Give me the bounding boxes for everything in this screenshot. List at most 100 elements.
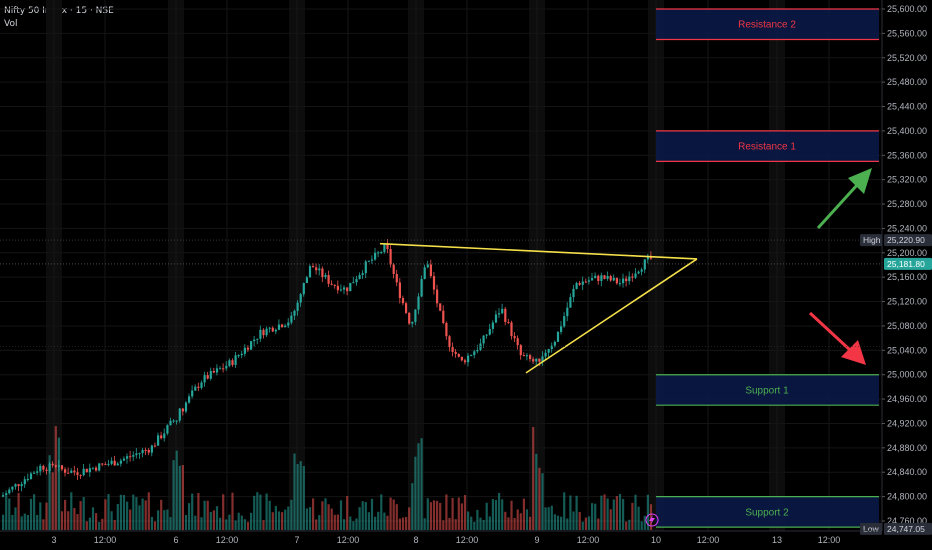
price-tick-label: 24,880.00 [887,443,927,453]
volume-bar [485,502,488,530]
volume-bar [581,521,584,530]
price-tick-label: 25,000.00 [887,370,927,380]
volume-bar [284,509,287,530]
candle-body [253,339,256,342]
candle-body [259,329,262,339]
volume-bar [231,492,234,530]
candle-body [420,279,423,297]
time-tick-label: 12:00 [337,535,360,545]
candle-body [163,433,166,439]
volume-bar [364,502,367,530]
candle-body [485,334,488,336]
volume-bar [343,519,346,530]
volume-bar [370,498,374,530]
candle-body [203,375,206,383]
volume-bar [349,516,352,530]
candle-body [88,468,91,473]
volume-bar [60,511,64,530]
candle-body [274,329,277,332]
volume-bar [48,455,51,530]
price-tick-label: 25,400.00 [887,126,927,136]
candle-body [358,275,361,280]
volume-bar [625,521,628,530]
volume-bar [57,437,60,530]
zone-box [656,9,879,40]
candle-body [240,353,243,356]
volume-bar [507,517,510,530]
candle-body [113,460,116,466]
volume-bar [141,498,144,530]
candle-body [265,328,268,336]
time-tick-label: 12:00 [456,535,479,545]
volume-bar [194,515,197,530]
price-tick-label: 25,240.00 [887,223,927,233]
candle-body [324,275,327,278]
volume-bar [420,438,423,530]
time-tick-label: 12:00 [697,535,720,545]
candle-body [392,264,395,274]
volume-bar [54,426,57,530]
volume-bar [457,497,460,530]
volume-bar [594,503,597,530]
low-price-tag-text: 24,747.05 [887,524,925,534]
low-price-tag: 24,747.05 [884,522,932,535]
zone-box [656,374,879,406]
volume-bar [296,463,299,530]
candle-body [11,486,14,490]
volume-bar [20,516,23,530]
volume-bar [346,495,349,530]
candle-body [423,267,426,280]
candle-body [104,464,107,466]
volume-bar [11,514,14,530]
volume-bar [606,498,609,530]
volume-bar [367,512,370,530]
volume-bar [550,505,553,530]
volume-bar [42,519,45,530]
volume-bar [67,511,70,530]
volume-bar [85,521,88,530]
volume-bar [377,511,380,530]
zone-resistance-1: Resistance 1 [656,130,879,162]
volume-bar [578,512,581,530]
high-price-tag-text: 25,220.90 [887,235,925,245]
icon-ring [645,513,659,527]
candle-body [467,355,470,363]
candle-body [271,327,274,332]
candle-body [618,283,622,285]
volume-bar [73,507,76,530]
volume-bar [122,495,126,530]
price-axis-bg [882,0,932,550]
candle-body [603,275,606,279]
candle-body [293,310,296,316]
price-tick-label: 25,560.00 [887,28,927,38]
candle-body [305,277,308,284]
time-tick-label: 9 [534,535,539,545]
volume-bar [150,516,153,530]
high-price-tag: 25,220.90 [884,234,932,247]
volume-bar [473,521,476,530]
low-label-tag-text: Low [863,524,879,534]
volume-bar [597,518,600,530]
volume-bar [26,515,29,530]
candle-body [39,465,42,472]
green-up-arrow [816,168,872,230]
volume-bar [29,498,33,530]
volume-bar [212,510,215,530]
volume-bar [250,512,253,530]
candle-body [256,338,259,340]
arrow-shaft [808,311,852,352]
volume-bar [339,500,343,530]
candle-body [377,252,380,254]
volume-bar [622,498,625,530]
volume-bar [191,493,194,530]
volume-bar [423,518,426,530]
candle-body [547,349,550,353]
time-tick-label: 12:00 [577,535,600,545]
candle-body [209,370,212,379]
volume-bar [265,493,268,530]
volume-bar [553,514,556,530]
candle-body [501,308,504,314]
volume-bar [17,492,20,530]
volume-bar [98,521,101,530]
